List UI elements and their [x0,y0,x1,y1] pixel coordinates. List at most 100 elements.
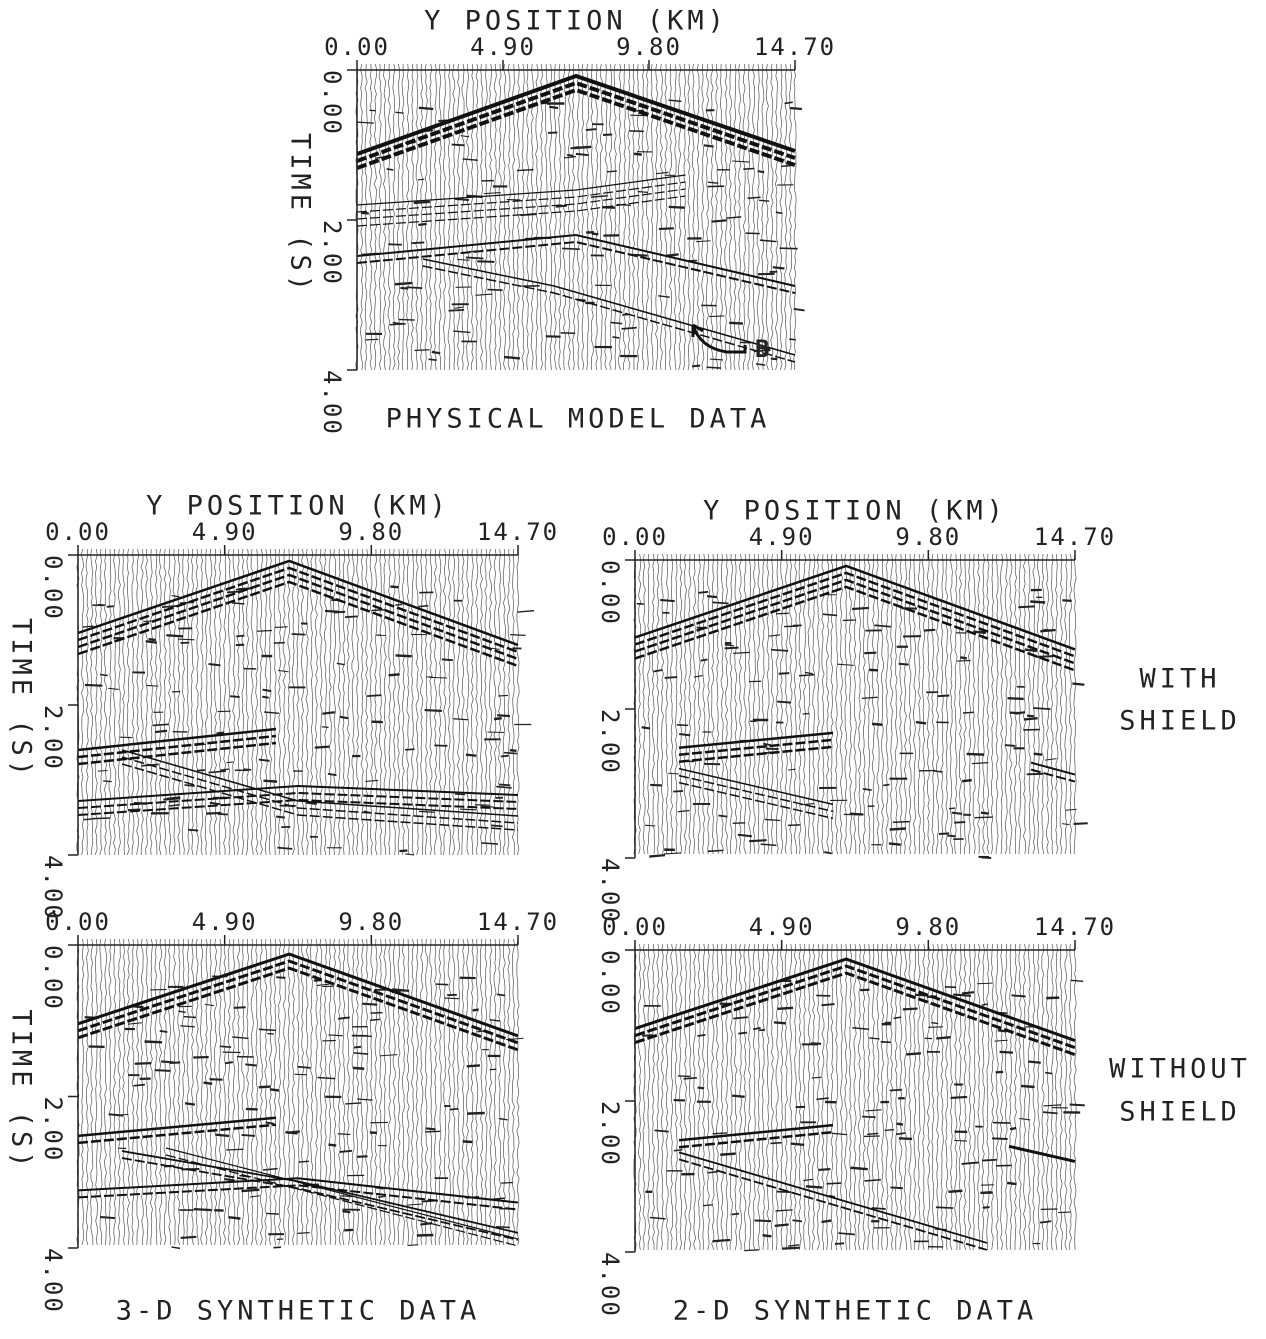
noise-event [790,1142,805,1147]
noise-event [871,1207,886,1210]
noise-event [871,722,883,726]
x-tick-label: 0.00 [45,908,111,936]
noise-event [562,247,580,250]
noise-event [784,101,793,105]
noise-event [180,1025,195,1028]
noise-event [276,976,286,979]
noise-event [314,745,330,749]
noise-event [275,815,286,819]
trace [117,548,121,855]
noise-event [258,758,270,762]
trace [204,548,208,856]
noise-event [974,816,993,819]
trace [683,553,687,855]
trace [172,938,176,1246]
noise-event [731,1212,740,1216]
noise-event [491,824,503,828]
trace [779,63,783,371]
trace [149,548,153,856]
noise-event [1042,1111,1058,1115]
trace [511,938,515,1246]
noise-event [957,659,971,662]
y-tick-label: 0.00 [318,70,346,136]
noise-event [475,293,493,296]
noise-event [866,1132,879,1136]
trace [479,938,483,1246]
trace [613,63,617,371]
trace [958,553,962,855]
noise-event [954,821,966,824]
trace [839,943,843,1251]
reflection [77,1123,277,1145]
noise-event [547,131,558,134]
x-tick-label: 4.90 [470,33,536,61]
y-tick-label: 4.00 [596,1252,624,1318]
trace [195,938,199,1246]
noise-event [208,663,221,667]
reflection [77,966,519,1052]
trace [678,63,682,371]
noise-event [837,663,854,666]
trace [981,943,985,1251]
noise-event [171,594,180,598]
trace [1069,553,1072,854]
noise-event [274,626,288,628]
noise-event [370,1018,380,1021]
trace [461,548,465,855]
trace [853,553,857,854]
trace [710,63,714,371]
trace [443,548,447,856]
noise-event [697,1033,706,1037]
reflection [356,174,686,206]
noise-event [861,696,878,699]
trace [830,943,834,1251]
noise-event [1033,752,1043,756]
trace [420,548,424,856]
trace [825,943,830,1251]
noise-event [378,1195,386,1198]
noise-event [1026,772,1044,776]
noise-event [84,683,103,687]
noise-event [82,625,94,628]
trace [766,553,770,855]
trace [706,553,710,855]
trace [1068,943,1072,1250]
trace [1059,943,1063,1251]
trace [917,943,921,1251]
noise-event [517,610,535,613]
noise-event [418,604,429,608]
noise-event [758,199,770,202]
trace [696,63,700,371]
noise-event [962,778,972,783]
trace [447,548,451,856]
noise-event [337,1016,350,1020]
trace [1027,553,1031,855]
trace [757,553,761,855]
trace [562,63,567,371]
x-tick-label: 0.00 [45,518,111,546]
noise-event [256,629,272,632]
trace [642,943,646,1251]
noise-event [883,783,890,787]
noise-event [152,723,169,727]
trace [406,63,410,371]
noise-event [992,1121,1011,1124]
noise-event [798,673,815,677]
y-tick-label: 0.00 [596,950,624,1016]
trace [223,938,227,1246]
trace [1013,943,1017,1250]
noise-event [127,1022,143,1025]
trace [461,938,465,1246]
row-label: SHIELD [1119,1097,1241,1128]
trace [1073,943,1077,1251]
trace [291,938,295,1246]
noise-event [566,153,574,157]
seismic-panel [355,63,805,371]
noise-event [419,810,435,813]
x-tick-label: 0.00 [602,523,668,551]
noise-event [653,669,663,673]
trace [853,943,857,1251]
noise-event [884,1128,895,1132]
trace [484,548,488,856]
noise-event [406,1203,423,1206]
